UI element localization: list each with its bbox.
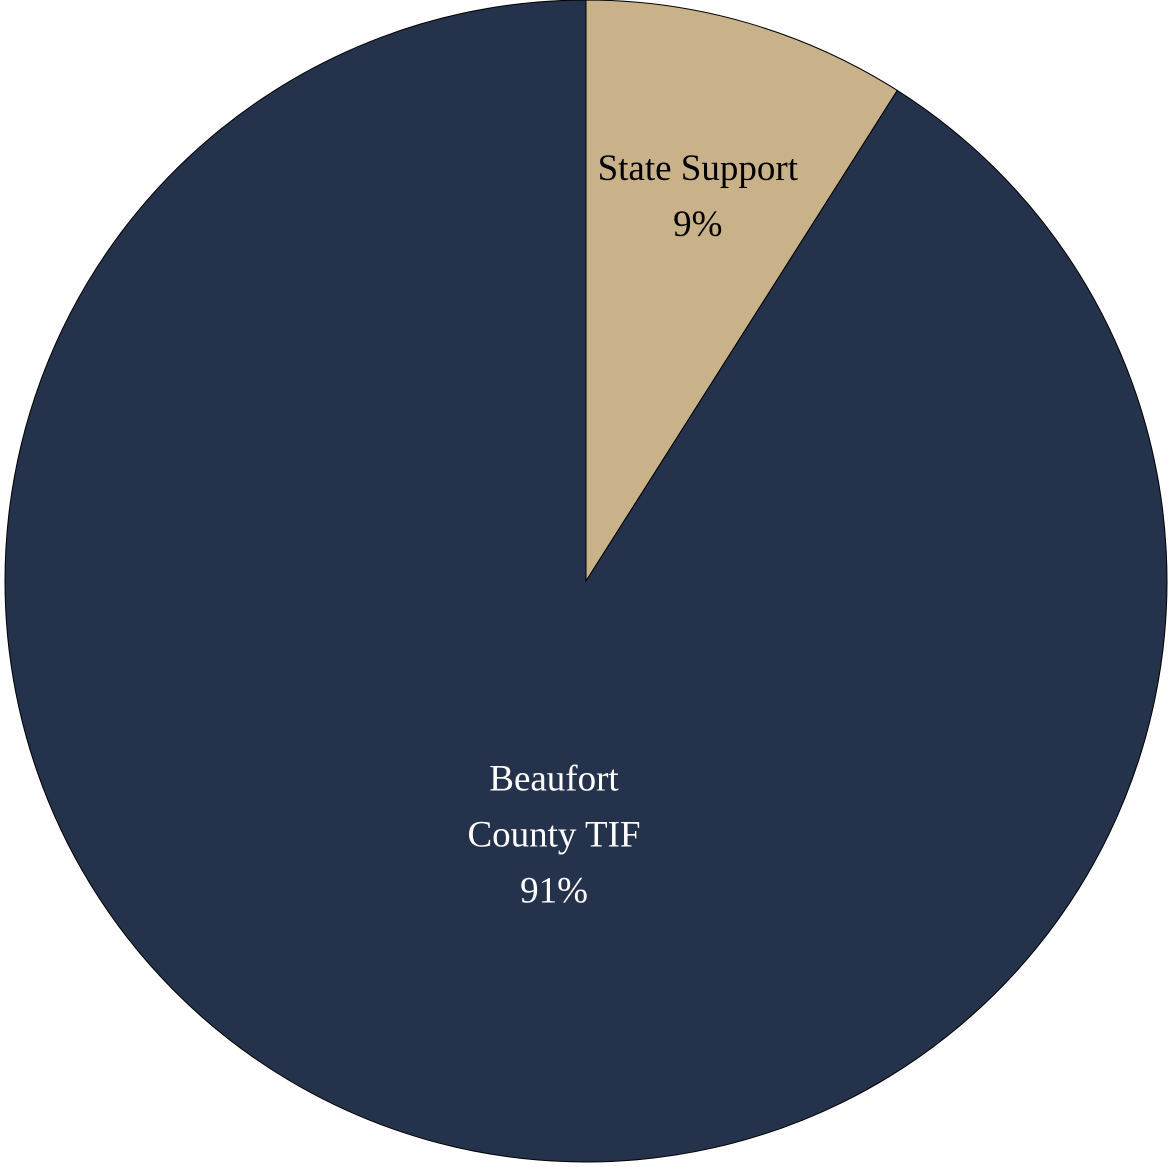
pie-label-line: 9%: [673, 204, 722, 245]
pie-label-line: 91%: [520, 871, 588, 912]
pie-slices: [4, 0, 1168, 1163]
pie-label-beaufort-county-tif: Beaufort County TIF 91%: [467, 759, 640, 912]
pie-labels: State Support 9% Beaufort County TIF 91%: [467, 148, 798, 912]
pie-slice-beaufort-county-tif: [4, 0, 1168, 1163]
pie-label-state-support: State Support 9%: [598, 148, 799, 245]
pie-label-line: Beaufort: [489, 759, 619, 800]
pie-slice-state-support: [585, 0, 899, 583]
pie-label-line: County TIF: [467, 815, 640, 856]
pie-label-line: State Support: [598, 148, 799, 189]
